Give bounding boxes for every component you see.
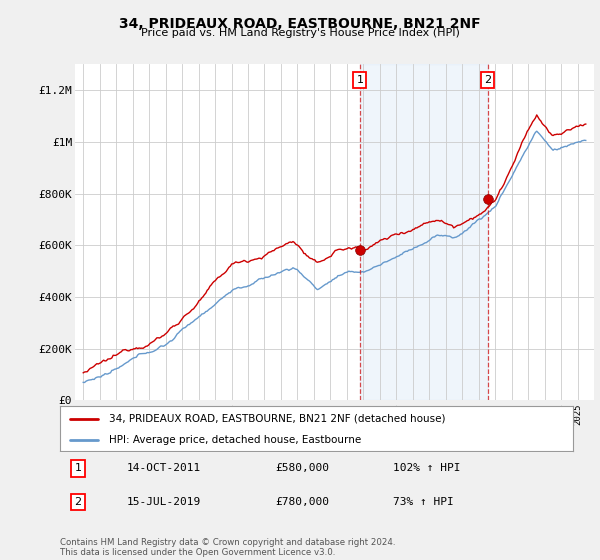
Text: 34, PRIDEAUX ROAD, EASTBOURNE, BN21 2NF: 34, PRIDEAUX ROAD, EASTBOURNE, BN21 2NF	[119, 17, 481, 31]
Text: 73% ↑ HPI: 73% ↑ HPI	[394, 497, 454, 507]
Text: 102% ↑ HPI: 102% ↑ HPI	[394, 464, 461, 473]
Text: Contains HM Land Registry data © Crown copyright and database right 2024.
This d: Contains HM Land Registry data © Crown c…	[60, 538, 395, 557]
Text: 1: 1	[74, 464, 82, 473]
Text: 14-OCT-2011: 14-OCT-2011	[127, 464, 201, 473]
Text: 2: 2	[484, 75, 491, 85]
Bar	[360, 64, 488, 400]
Text: 2: 2	[74, 497, 82, 507]
Text: £580,000: £580,000	[275, 464, 329, 473]
Text: Price paid vs. HM Land Registry's House Price Index (HPI): Price paid vs. HM Land Registry's House …	[140, 28, 460, 38]
Text: £780,000: £780,000	[275, 497, 329, 507]
Text: HPI: Average price, detached house, Eastbourne: HPI: Average price, detached house, East…	[109, 435, 361, 445]
Text: 1: 1	[356, 75, 364, 85]
Text: 34, PRIDEAUX ROAD, EASTBOURNE, BN21 2NF (detached house): 34, PRIDEAUX ROAD, EASTBOURNE, BN21 2NF …	[109, 413, 445, 423]
Text: 15-JUL-2019: 15-JUL-2019	[127, 497, 201, 507]
